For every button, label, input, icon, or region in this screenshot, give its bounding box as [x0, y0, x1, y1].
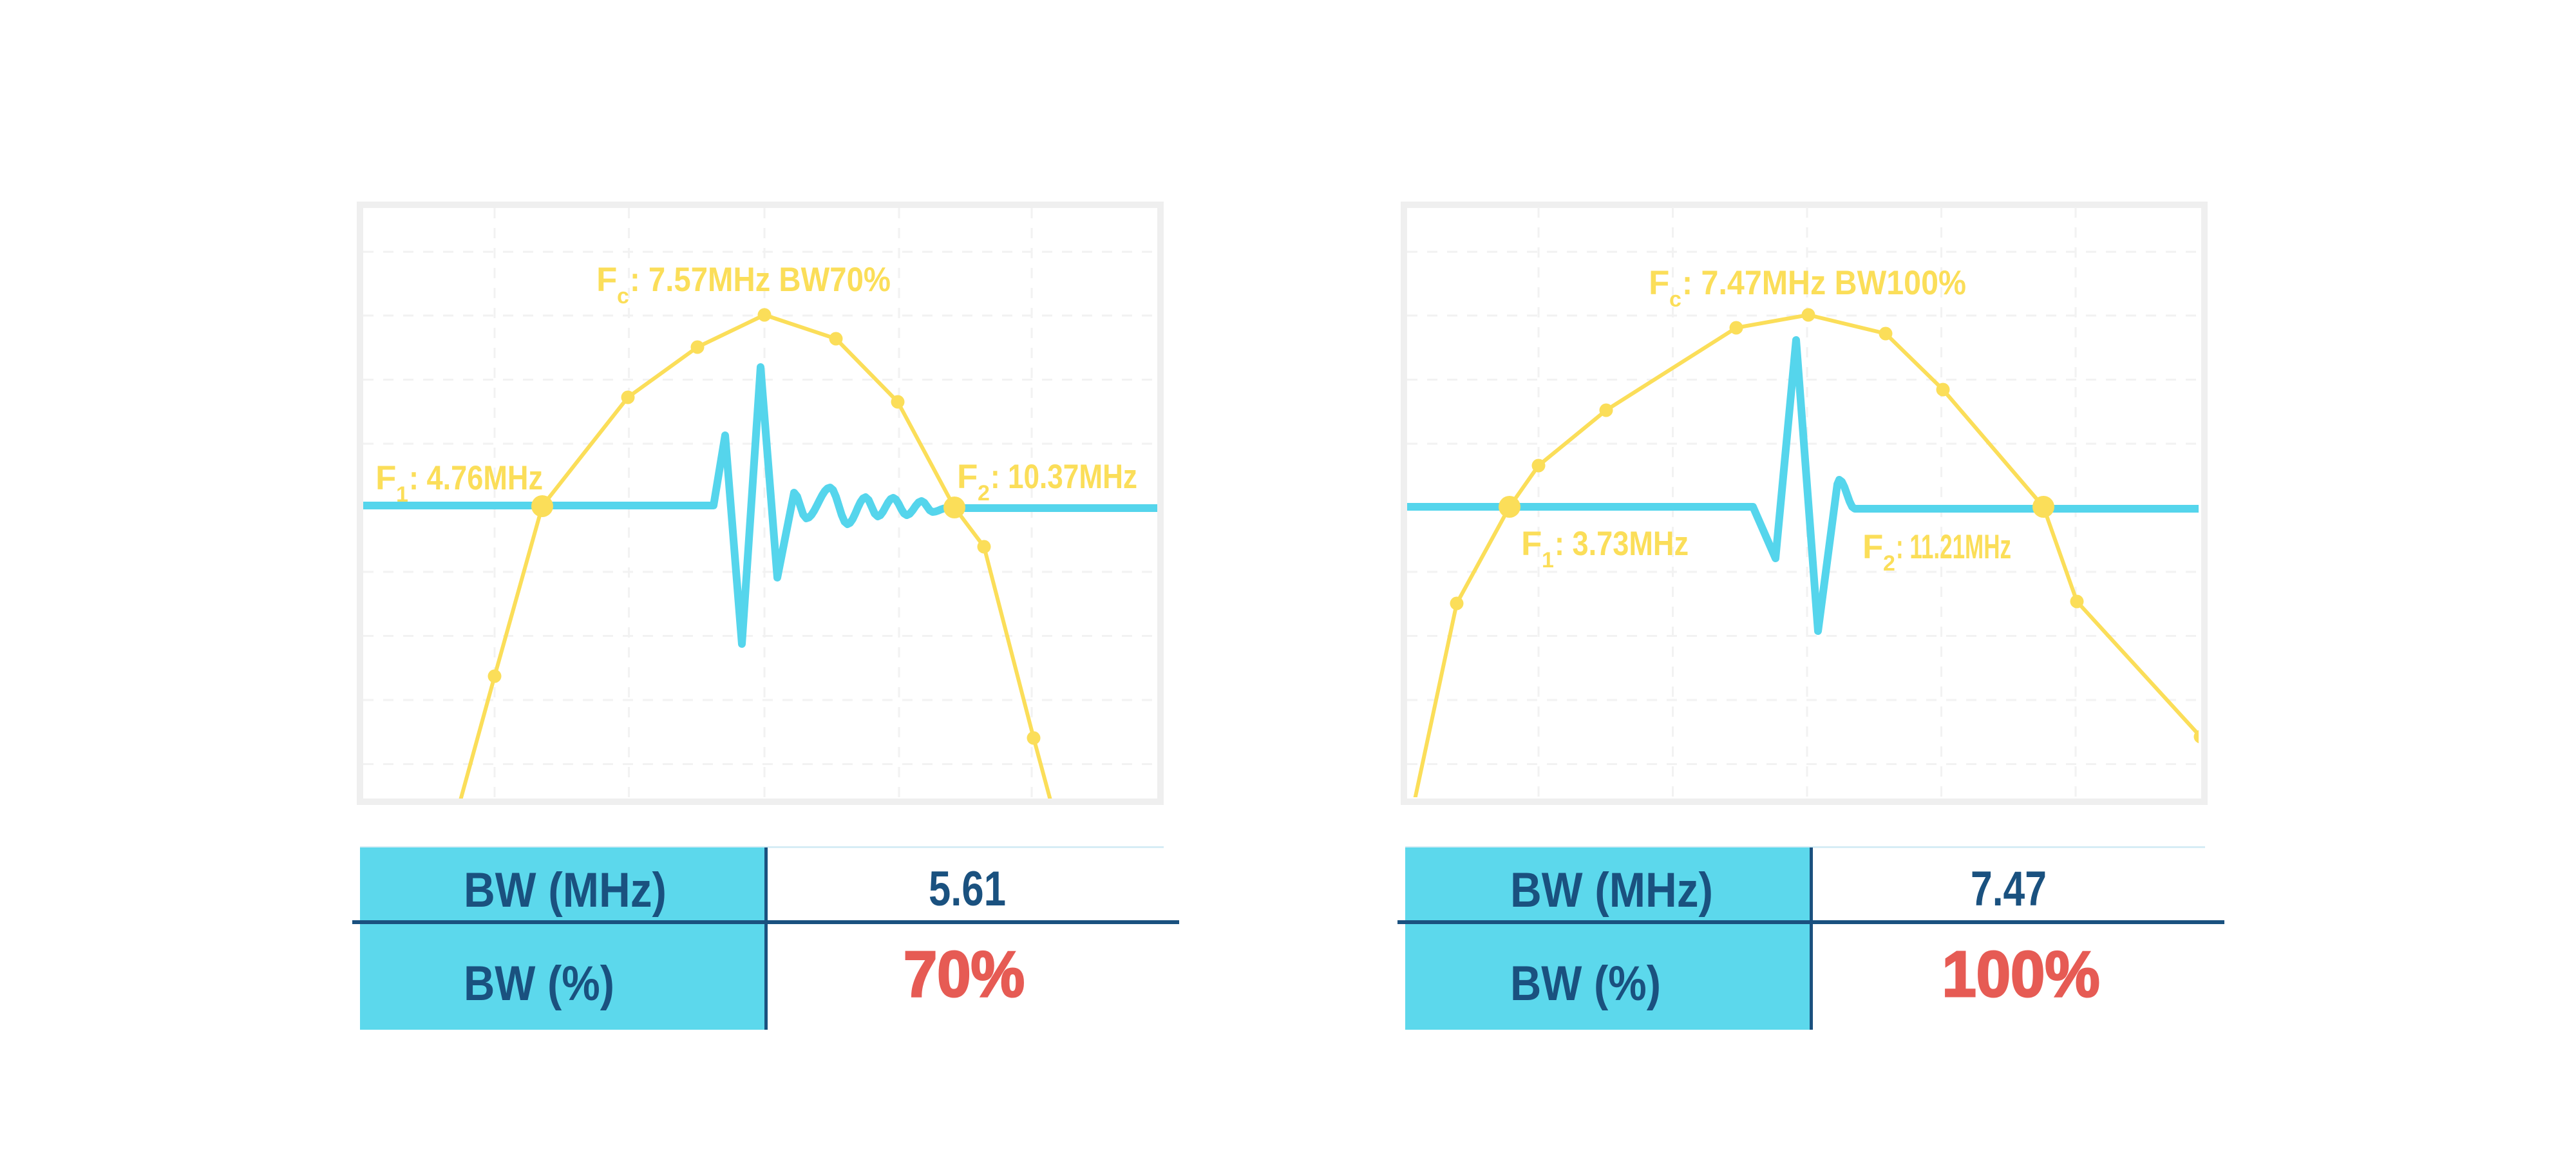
svg-text:F: F [1521, 525, 1542, 563]
svg-text:c: c [617, 284, 629, 308]
svg-text:2: 2 [1883, 551, 1895, 576]
svg-text:100%: 100% [1942, 938, 2100, 1010]
svg-text:: 11.21MHz: : 11.21MHz [1896, 528, 2011, 566]
svg-text:BW (MHz): BW (MHz) [1510, 863, 1713, 918]
svg-text:BW (MHz): BW (MHz) [464, 863, 667, 918]
svg-text:7.47: 7.47 [1971, 862, 2047, 916]
svg-text:BW (%): BW (%) [1510, 956, 1661, 1011]
svg-text:5.61: 5.61 [929, 862, 1006, 916]
svg-text:2: 2 [978, 481, 990, 506]
svg-text:F: F [957, 458, 978, 496]
svg-text:F: F [1862, 528, 1883, 566]
svg-text:F: F [596, 261, 617, 299]
svg-text:: 4.76MHz: : 4.76MHz [409, 459, 543, 497]
svg-text:c: c [1669, 287, 1681, 312]
svg-text:: 3.73MHz: : 3.73MHz [1555, 525, 1689, 563]
svg-text:1: 1 [1542, 548, 1554, 572]
svg-text:: 7.47MHz BW100%: : 7.47MHz BW100% [1682, 264, 1966, 302]
svg-text:1: 1 [396, 482, 408, 507]
svg-text:F: F [375, 459, 396, 497]
svg-text:70%: 70% [904, 938, 1025, 1010]
svg-text:: 10.37MHz: : 10.37MHz [990, 458, 1137, 496]
svg-text:BW (%): BW (%) [464, 956, 614, 1011]
svg-text:: 7.57MHz BW70%: : 7.57MHz BW70% [630, 261, 891, 299]
svg-text:F: F [1649, 264, 1669, 302]
